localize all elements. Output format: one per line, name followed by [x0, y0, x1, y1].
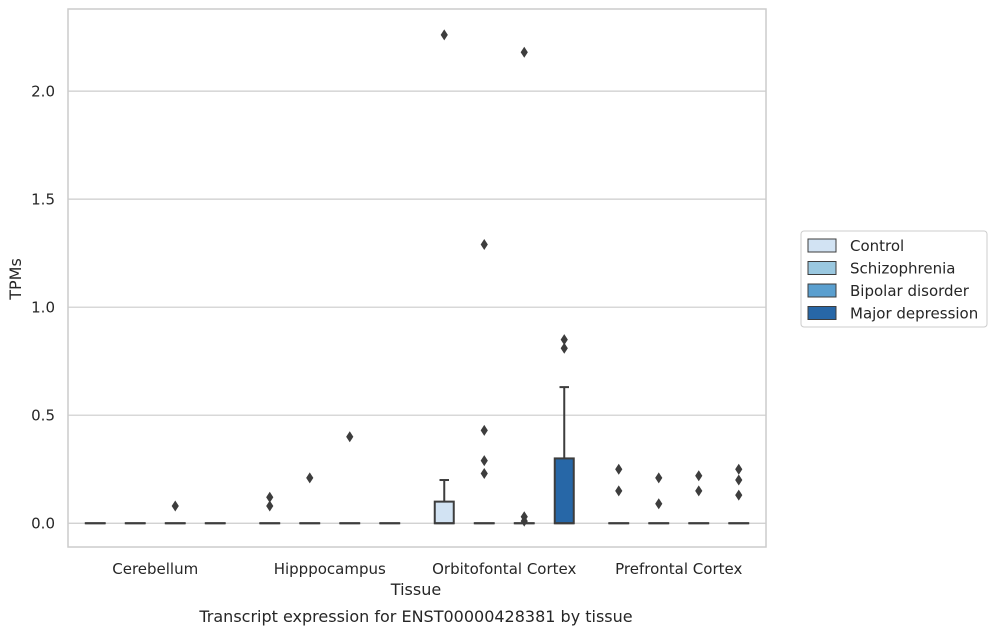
legend-label: Bipolar disorder	[850, 282, 970, 300]
x-axis-ticks: Cerebellum Hipppocampus Orbitofontal Corte…	[112, 560, 742, 578]
box-control	[433, 29, 455, 525]
legend-label: Schizophrenia	[850, 260, 955, 278]
outlier-point	[615, 463, 623, 475]
outlier-point	[480, 468, 488, 480]
outlier-point	[695, 470, 703, 482]
outlier-point	[735, 474, 743, 486]
box-control	[608, 463, 630, 525]
box-bipolar-disorder	[339, 431, 361, 525]
box-schizophrenia	[299, 472, 321, 525]
box-schizophrenia	[648, 472, 670, 525]
legend-swatch	[807, 261, 837, 275]
outlier-point	[615, 485, 623, 497]
x-tick-label: Cerebellum	[112, 560, 198, 578]
outlier-point	[440, 29, 448, 41]
x-tick-label: Prefrontal Cortex	[615, 560, 742, 578]
box-bipolar-disorder	[164, 500, 186, 525]
box-major-depression	[553, 334, 575, 525]
legend-swatch	[807, 283, 837, 298]
y-axis-label: TPMs	[6, 258, 25, 301]
x-axis-label: Tissue	[390, 580, 441, 599]
box-bipolar-disorder	[688, 470, 710, 525]
legend-swatch	[807, 306, 837, 320]
chart-caption: Transcript expression for ENST0000042838…	[198, 607, 632, 626]
box-control	[259, 491, 281, 525]
legend-box	[800, 230, 988, 328]
outlier-point	[480, 455, 488, 467]
plot-area	[84, 29, 750, 527]
y-tick-label: 0.5	[31, 407, 55, 425]
outlier-point	[480, 239, 488, 251]
y-tick-label: 1.0	[31, 299, 55, 317]
outlier-point	[735, 463, 743, 475]
outlier-point	[480, 424, 488, 436]
outlier-point	[306, 472, 314, 484]
legend-label: Major depression	[850, 305, 978, 323]
outlier-point	[171, 500, 179, 512]
box-bipolar-disorder	[513, 46, 535, 527]
legend: Control Schizophrenia Bipolar disorder Majo…	[800, 230, 988, 328]
box-body	[553, 457, 575, 525]
outlier-point	[735, 489, 743, 501]
legend-label: Control	[850, 237, 904, 255]
outlier-point	[520, 511, 528, 523]
plot-frame	[67, 8, 767, 548]
gridlines	[68, 90, 766, 524]
outlier-point	[655, 472, 663, 484]
y-tick-label: 1.5	[31, 191, 55, 209]
outlier-point	[266, 491, 274, 503]
outlier-point	[520, 46, 528, 58]
x-tick-label: Hipppocampus	[274, 560, 386, 578]
y-tick-label: 2.0	[31, 83, 55, 101]
box-body	[433, 500, 455, 525]
outlier-point	[655, 498, 663, 510]
outlier-point	[560, 342, 568, 354]
y-tick-label: 0.0	[31, 515, 55, 533]
legend-swatch	[807, 238, 837, 253]
outlier-point	[560, 334, 568, 346]
box-schizophrenia	[473, 239, 495, 525]
x-tick-label: Orbitofontal Cortex	[432, 560, 576, 578]
outlier-point	[346, 431, 354, 443]
outlier-point	[695, 485, 703, 497]
y-axis-ticks: 0.0 0.5 1.0 1.5 2.0	[31, 83, 55, 533]
outlier-point	[266, 500, 274, 512]
box-major-depression	[728, 463, 750, 525]
